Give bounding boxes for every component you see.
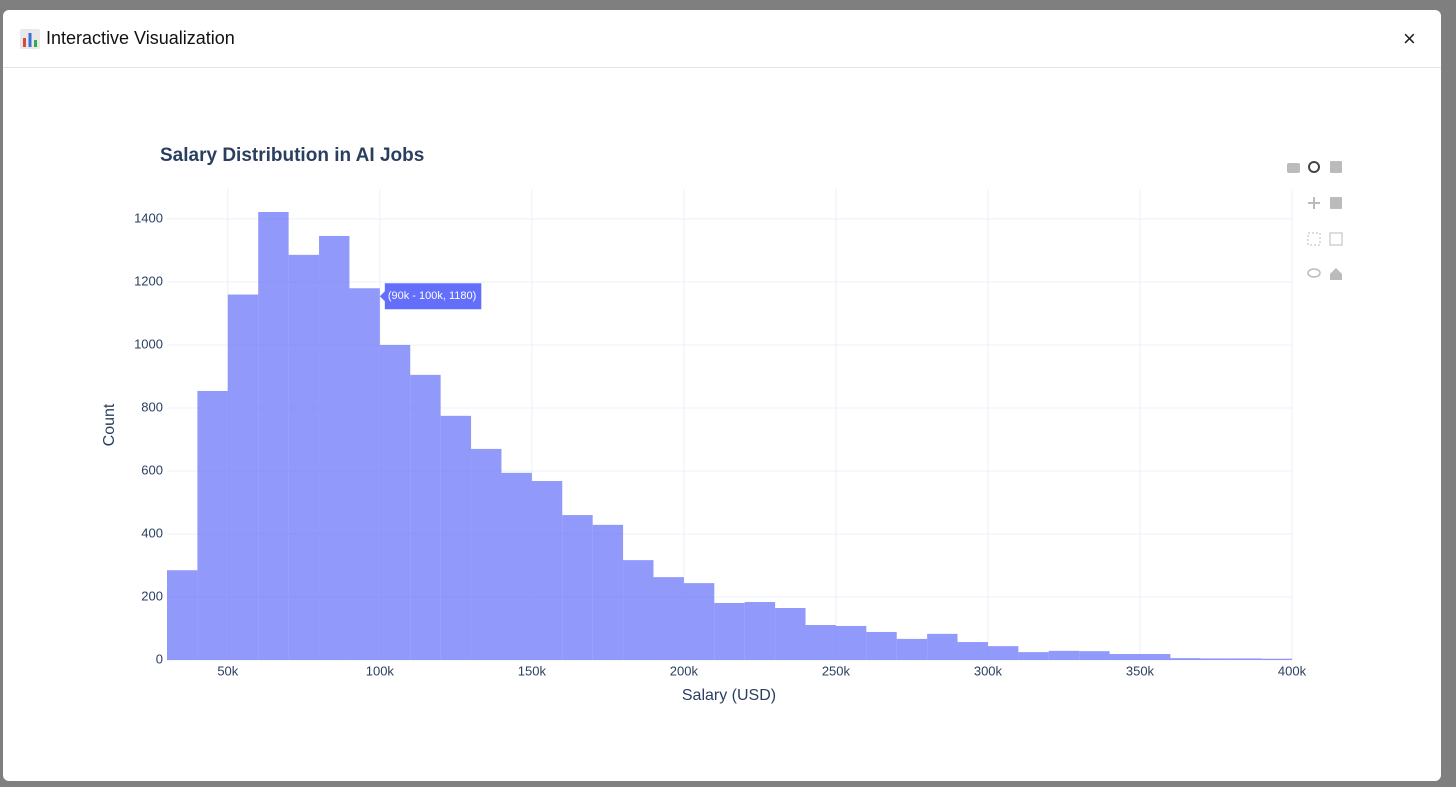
bar xyxy=(896,638,928,660)
x-tick-label: 250k xyxy=(822,663,851,678)
y-axis-title: Count xyxy=(101,403,118,446)
y-tick-label: 600 xyxy=(141,462,163,477)
y-tick-label: 400 xyxy=(141,525,163,540)
close-button[interactable]: × xyxy=(1403,26,1416,51)
bar xyxy=(1170,658,1201,660)
bar xyxy=(653,577,684,660)
bar xyxy=(1200,658,1232,660)
bar xyxy=(471,448,502,660)
x-tick-label: 200k xyxy=(670,663,699,678)
bar xyxy=(957,642,988,660)
bar xyxy=(927,633,958,660)
lasso-button[interactable] xyxy=(1307,268,1321,278)
y-tick-label: 800 xyxy=(141,399,163,414)
bar xyxy=(1079,651,1110,660)
bar xyxy=(197,390,228,660)
bar xyxy=(683,583,715,660)
bar xyxy=(866,631,897,660)
tooltip-box xyxy=(379,283,482,310)
y-tick-label: 1000 xyxy=(134,336,163,351)
autoscale-button[interactable] xyxy=(1329,232,1343,246)
y-tick-label: 1200 xyxy=(134,273,163,288)
bar xyxy=(410,374,441,660)
bar xyxy=(1109,654,1140,660)
bar xyxy=(288,254,320,660)
bar xyxy=(227,294,259,660)
bar xyxy=(349,288,380,660)
chart-title: Salary Distribution in AI Jobs xyxy=(160,145,424,166)
bar xyxy=(167,570,198,660)
bar xyxy=(775,608,806,660)
bar xyxy=(1018,652,1049,660)
tooltip-text: (90k - 100k, 1180) xyxy=(388,290,476,302)
bar xyxy=(805,625,836,660)
y-tick-label: 200 xyxy=(141,588,163,603)
y-tick-label: 1400 xyxy=(134,210,163,225)
modal: Interactive Visualization × Salary Distr… xyxy=(3,10,1441,781)
bar xyxy=(440,415,472,660)
bar xyxy=(319,235,350,660)
reset-button[interactable] xyxy=(1330,268,1342,280)
zoom-button[interactable] xyxy=(1308,161,1320,173)
modal-header: Interactive Visualization × xyxy=(3,10,1441,68)
bar xyxy=(1139,654,1171,660)
bar xyxy=(623,560,654,660)
bar xyxy=(744,602,776,660)
bar xyxy=(1231,658,1262,660)
zoom-in-button[interactable] xyxy=(1330,161,1342,173)
x-axis-title: Salary (USD) xyxy=(682,687,776,704)
bar xyxy=(714,602,745,660)
bar xyxy=(501,472,532,660)
x-tick-label: 100k xyxy=(366,663,395,678)
x-tick-label: 400k xyxy=(1278,663,1307,678)
bar xyxy=(1048,650,1080,660)
camera-button[interactable] xyxy=(1287,163,1300,173)
chart: Salary Distribution in AI Jobs Salary (U… xyxy=(101,145,1343,704)
bar xyxy=(258,211,289,660)
bar xyxy=(987,646,1019,660)
bar xyxy=(531,481,563,660)
modebar xyxy=(1287,161,1343,280)
bar xyxy=(562,515,593,660)
bar xyxy=(835,625,867,660)
pan-button[interactable] xyxy=(1308,197,1320,209)
modal-title: Interactive Visualization xyxy=(46,28,235,48)
y-tick-label: 0 xyxy=(156,651,163,666)
zoom-out-button[interactable] xyxy=(1330,197,1342,209)
x-tick-label: 300k xyxy=(974,663,1003,678)
x-tick-label: 350k xyxy=(1126,663,1155,678)
box-select-button[interactable] xyxy=(1307,232,1321,246)
x-tick-label: 50k xyxy=(217,663,238,678)
chart-icon xyxy=(20,29,40,49)
bar xyxy=(379,344,411,660)
bar xyxy=(1261,658,1292,660)
bar xyxy=(592,524,624,660)
x-tick-label: 150k xyxy=(518,663,547,678)
